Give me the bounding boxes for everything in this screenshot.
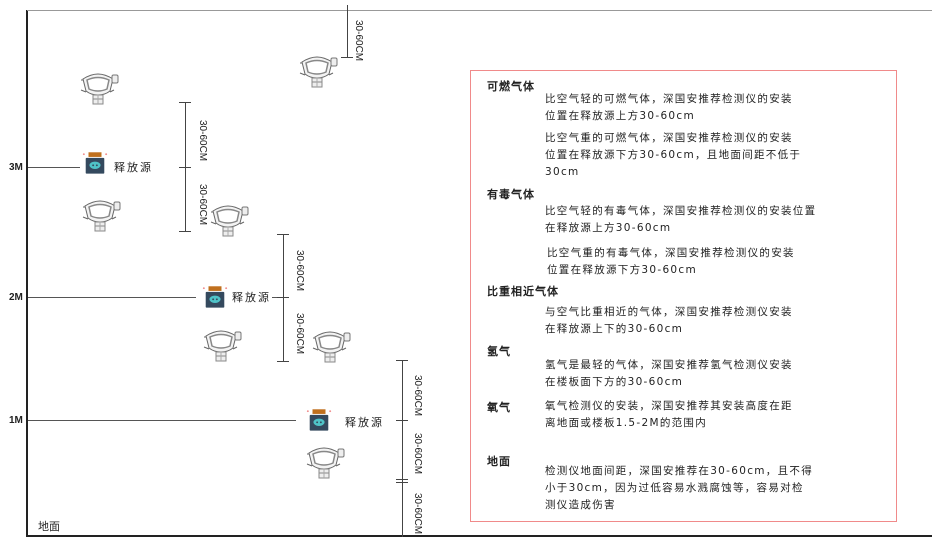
section-text: 比空气轻的有毒气体，深国安推荐检测仪的安装位置 在释放源上方30-60cm	[545, 205, 817, 234]
source-label: 释放源	[232, 291, 271, 304]
dimension-tick	[396, 360, 408, 361]
dimension-label: 30-60CM	[412, 433, 423, 475]
height-label-2m: 2M	[9, 292, 23, 303]
gas-detector-icon	[303, 447, 345, 479]
section-text: 比空气重的可燃气体，深国安推荐检测仪的安装 位置在释放源下方30-60cm，且地…	[545, 132, 802, 178]
section-heading-hydrogen: 氢气	[487, 345, 511, 358]
dimension-tick	[179, 167, 191, 168]
gas-detector-icon	[79, 200, 121, 232]
section-text: 与空气比重相近的气体，深国安推荐检测仪安装 在释放源上下的30-60cm	[545, 306, 793, 335]
floor-line	[27, 535, 932, 537]
ceiling-line	[27, 10, 932, 11]
section-heading-combustible: 可燃气体	[487, 80, 535, 93]
wall-line	[26, 10, 28, 537]
gas-detector-icon	[200, 330, 242, 362]
gas-detector-icon	[77, 73, 119, 105]
section-text: 氧气检测仪的安装，深国安推荐其安装高度在距 离地面或楼板1.5-2M的范围内	[545, 400, 793, 429]
dimension-label: 30-60CM	[412, 493, 423, 535]
section-heading-toxic: 有毒气体	[487, 188, 535, 201]
gas-source-icon	[202, 284, 228, 309]
dimension-label: 30-60CM	[197, 120, 208, 162]
dimension-line	[347, 5, 348, 58]
dimension-label: 30-60CM	[294, 250, 305, 292]
height-line-3m	[28, 167, 80, 168]
height-line-2m	[28, 297, 196, 298]
source-label: 释放源	[345, 416, 384, 429]
height-line-1m	[28, 420, 296, 421]
dimension-label: 30-60CM	[353, 20, 364, 62]
source-label: 释放源	[114, 161, 153, 174]
gas-source-icon	[306, 407, 332, 432]
dimension-tick	[396, 482, 408, 483]
dimension-tick	[396, 479, 408, 480]
dimension-label: 30-60CM	[412, 375, 423, 417]
dimension-line	[283, 234, 284, 362]
dimension-tick	[341, 57, 353, 58]
gas-detector-icon	[296, 56, 338, 88]
dimension-tick	[277, 234, 289, 235]
ground-label: 地面	[38, 520, 60, 533]
dimension-label: 30-60CM	[197, 184, 208, 226]
dimension-tick	[179, 102, 191, 103]
section-heading-ground: 地面	[487, 455, 511, 468]
section-text: 比空气轻的可燃气体，深国安推荐检测仪的安装 位置在释放源上方30-60cm	[545, 93, 793, 122]
explanation-panel: 可燃气体 比空气轻的可燃气体，深国安推荐检测仪的安装 位置在释放源上方30-60…	[470, 70, 897, 522]
section-heading-similar-density: 比重相近气体	[487, 285, 559, 298]
height-label-1m: 1M	[9, 415, 23, 426]
dimension-tick	[396, 420, 408, 421]
section-text: 检测仪地面间距，深国安推荐在30-60cm，且不得 小于30cm，因为过低容易水…	[545, 465, 814, 511]
gas-detector-icon	[309, 331, 351, 363]
height-label-3m: 3M	[9, 162, 23, 173]
dimension-label: 30-60CM	[294, 313, 305, 355]
dimension-line	[402, 360, 403, 537]
gas-detector-icon	[207, 205, 249, 237]
section-text: 比空气重的有毒气体，深国安推荐检测仪的安装 位置在释放源下方30-60cm	[547, 247, 795, 276]
section-heading-oxygen: 氧气	[487, 401, 511, 414]
section-text: 氢气是最轻的气体，深国安推荐氢气检测仪安装 在楼板面下方的30-60cm	[545, 359, 793, 388]
dimension-tick	[179, 231, 191, 232]
gas-source-icon	[82, 150, 108, 175]
dimension-tick	[277, 361, 289, 362]
dimension-tick	[277, 297, 289, 298]
